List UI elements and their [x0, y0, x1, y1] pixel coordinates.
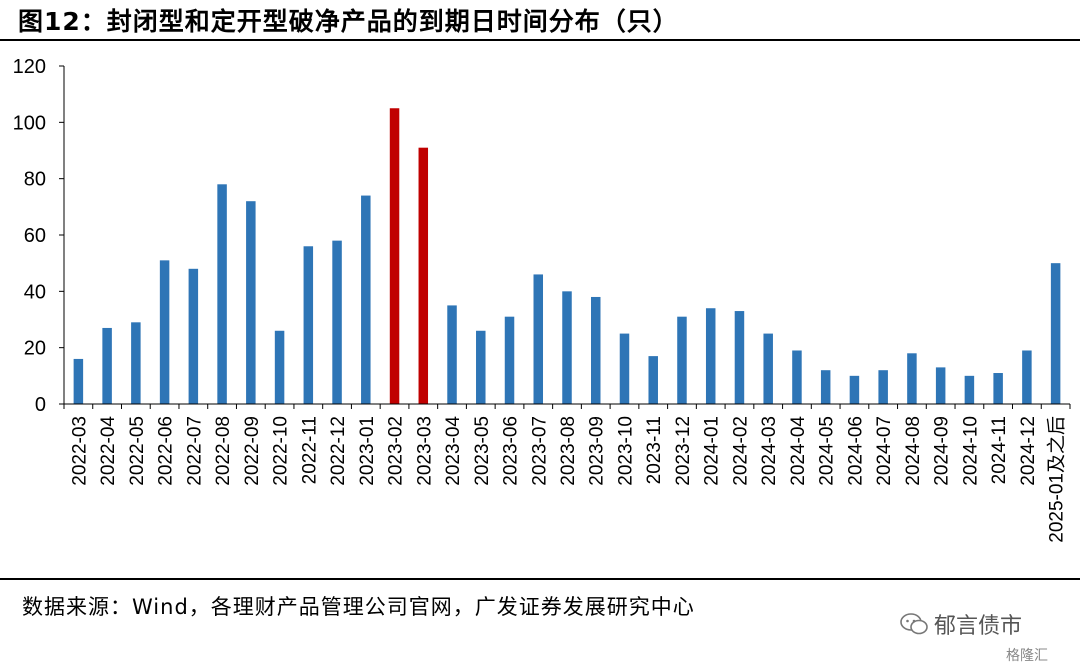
- title-rule: [0, 39, 1080, 41]
- bar-2023-08: [562, 291, 572, 404]
- x-tick-label: 2023-06: [501, 416, 522, 486]
- x-tick-label: 2024-12: [1018, 416, 1039, 486]
- bar-2024-04: [792, 350, 802, 404]
- bar-2024-07: [878, 370, 888, 404]
- x-tick-label: 2024-04: [788, 416, 809, 486]
- bar-2022-06: [159, 260, 170, 404]
- x-tick-label: 2022-10: [271, 416, 292, 486]
- x-tick-label: 2024-09: [932, 416, 953, 486]
- bar-2024-01: [705, 308, 716, 404]
- bar-2024-08: [907, 353, 917, 404]
- x-tick-label: 2025-01及之后: [1046, 416, 1068, 543]
- bar-2023-03: [418, 147, 429, 404]
- bar-2022-09: [246, 201, 256, 404]
- y-tick-label: 40: [24, 281, 46, 303]
- x-tick-label: 2022-08: [213, 416, 234, 486]
- x-tick-label: 2023-07: [529, 416, 550, 486]
- x-tick-label: 2024-10: [960, 416, 981, 486]
- x-tick-label: 2023-03: [414, 416, 435, 486]
- source-note: 数据来源：Wind，各理财产品管理公司官网，广发证券发展研究中心: [22, 595, 695, 619]
- bar-2024-03: [763, 333, 773, 404]
- x-tick-label: 2023-10: [615, 416, 636, 486]
- x-tick-label: 2022-09: [242, 416, 263, 486]
- x-tick-label: 2024-03: [759, 416, 780, 486]
- bar-2023-07: [533, 274, 544, 404]
- wechat-icon: [900, 613, 928, 635]
- y-tick-label: 0: [35, 394, 46, 416]
- x-tick-label: 2022-12: [328, 416, 349, 486]
- bar-2022-10: [274, 330, 285, 404]
- bar-2023-06: [504, 316, 515, 404]
- bar-2022-12: [332, 240, 342, 404]
- x-tick-label: 2023-04: [443, 416, 464, 486]
- bar-2022-04: [102, 327, 112, 404]
- x-tick-label: 2022-04: [98, 416, 119, 486]
- x-tick-label: 2024-11: [989, 416, 1010, 484]
- watermark: 郁言债市: [900, 608, 1022, 640]
- watermark-text: 郁言债市: [934, 614, 1023, 639]
- y-tick-label: 80: [24, 169, 46, 191]
- x-tick-label: 2024-02: [730, 416, 751, 486]
- x-tick-label: 2023-01: [357, 416, 378, 486]
- y-tick-label: 120: [13, 56, 46, 78]
- bar-2022-05: [131, 322, 141, 404]
- y-tick-label: 100: [13, 112, 46, 134]
- x-tick-label: 2022-11: [299, 416, 320, 484]
- bars-group: [73, 108, 1061, 404]
- bar-2024-12: [1022, 350, 1032, 404]
- bar-2024-11: [993, 373, 1003, 404]
- bar-2024-02: [734, 311, 745, 404]
- bar-2022-07: [188, 268, 199, 404]
- x-tick-label: 2024-05: [817, 416, 838, 486]
- x-tick-label: 2022-07: [184, 416, 205, 486]
- x-axis: 2022-03 2022-04 2022-05 2022-06 2022-07 2022-…: [63, 403, 1071, 543]
- bar-2023-02: [389, 108, 400, 404]
- bar-2023-01: [361, 195, 371, 404]
- x-tick-label: 2024-08: [903, 416, 924, 486]
- x-tick-label: 2022-06: [156, 416, 177, 486]
- footer-rule: [0, 578, 1080, 580]
- bar-2023-12: [677, 316, 687, 404]
- bar-2023-04: [447, 305, 457, 404]
- y-axis: 0 20 40 60 80 100 120: [13, 56, 65, 416]
- x-tick-label: 2023-08: [558, 416, 579, 486]
- figure-title: 图12：封闭型和定开型破净产品的到期日时间分布（只）: [18, 7, 679, 36]
- x-tick-label: 2023-12: [673, 416, 694, 486]
- bar-2023-09: [590, 296, 601, 404]
- bar-2022-03: [73, 358, 84, 404]
- x-tick-label: 2023-09: [587, 416, 608, 486]
- x-tick-label: 2024-06: [845, 416, 866, 486]
- bar-2024-10: [964, 375, 975, 404]
- bar-2023-10: [619, 333, 630, 404]
- bar-2024-06: [849, 375, 860, 404]
- bar-2023-05: [476, 330, 486, 404]
- bar-2023-11: [648, 356, 658, 404]
- bar-2024-09: [935, 367, 946, 404]
- x-tick-label: 2023-02: [386, 416, 407, 486]
- bar-2024-05: [820, 370, 831, 404]
- x-tick-label: 2022-05: [127, 416, 148, 486]
- bar-2022-08: [217, 184, 227, 404]
- x-tick-label: 2023-11: [644, 416, 665, 484]
- y-tick-label: 60: [24, 225, 46, 247]
- x-tick-label: 2022-03: [69, 416, 90, 486]
- y-tick-label: 20: [24, 338, 46, 360]
- watermark-gelonghui: 格隆汇: [1006, 648, 1048, 664]
- x-tick-label: 2024-01: [702, 416, 723, 486]
- bar-2025-01及之后: [1050, 263, 1061, 404]
- x-tick-label: 2023-05: [472, 416, 493, 486]
- x-tick-label: 2024-07: [874, 416, 895, 486]
- bar-2022-11: [303, 246, 314, 404]
